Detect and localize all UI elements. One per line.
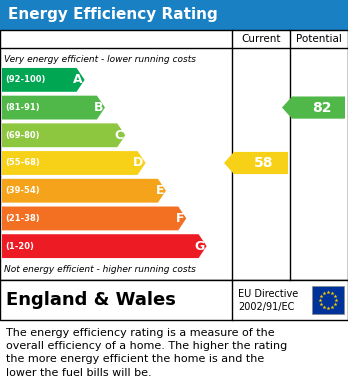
Polygon shape — [2, 96, 105, 120]
Polygon shape — [2, 151, 145, 175]
Bar — [312, 286, 344, 314]
Text: 82: 82 — [312, 100, 331, 115]
Text: Current: Current — [241, 34, 281, 44]
Text: (1-20): (1-20) — [5, 242, 34, 251]
Polygon shape — [224, 152, 288, 174]
Text: Energy Efficiency Rating: Energy Efficiency Rating — [8, 7, 218, 23]
Text: (21-38): (21-38) — [5, 214, 40, 223]
Text: E: E — [156, 184, 164, 197]
Text: A: A — [73, 74, 82, 86]
Bar — [0, 30, 348, 280]
Text: (69-80): (69-80) — [5, 131, 40, 140]
Text: England & Wales: England & Wales — [6, 291, 176, 309]
Polygon shape — [282, 97, 345, 118]
Text: D: D — [133, 156, 144, 170]
Text: B: B — [93, 101, 103, 114]
Text: G: G — [195, 240, 205, 253]
Text: EU Directive: EU Directive — [238, 289, 298, 299]
Text: Potential: Potential — [296, 34, 342, 44]
Text: C: C — [114, 129, 123, 142]
Text: The energy efficiency rating is a measure of the
overall efficiency of a home. T: The energy efficiency rating is a measur… — [6, 328, 287, 378]
Polygon shape — [2, 68, 85, 92]
Text: (39-54): (39-54) — [5, 186, 40, 195]
Bar — [0, 0, 348, 30]
Text: F: F — [176, 212, 184, 225]
Bar — [0, 280, 348, 320]
Polygon shape — [2, 206, 186, 230]
Text: (55-68): (55-68) — [5, 158, 40, 167]
Polygon shape — [2, 124, 125, 147]
Polygon shape — [2, 234, 207, 258]
Text: (81-91): (81-91) — [5, 103, 40, 112]
Text: 58: 58 — [254, 156, 274, 170]
Text: Very energy efficient - lower running costs: Very energy efficient - lower running co… — [4, 56, 196, 65]
Text: (92-100): (92-100) — [5, 75, 45, 84]
Polygon shape — [2, 179, 166, 203]
Text: 2002/91/EC: 2002/91/EC — [238, 302, 294, 312]
Text: Not energy efficient - higher running costs: Not energy efficient - higher running co… — [4, 265, 196, 274]
